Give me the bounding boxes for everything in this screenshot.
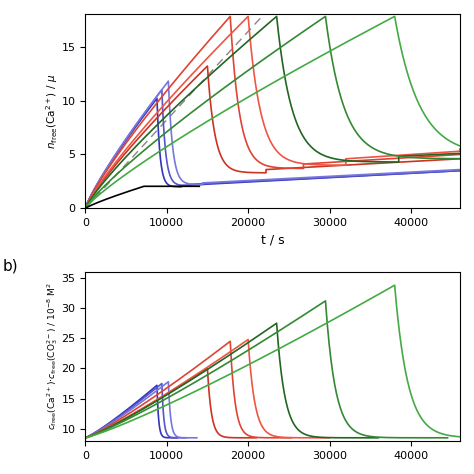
X-axis label: t / s: t / s [261, 234, 284, 246]
Text: b): b) [3, 258, 18, 273]
Y-axis label: $c_\mathrm{free}(\mathrm{Ca}^{2+}){\cdot}c_\mathrm{free}(\mathrm{CO}_3^{2-})$ / : $c_\mathrm{free}(\mathrm{Ca}^{2+}){\cdot… [45, 283, 60, 430]
Y-axis label: $n_\mathrm{free}(\mathrm{Ca}^{2+})$ / $\mu$: $n_\mathrm{free}(\mathrm{Ca}^{2+})$ / $\… [45, 73, 60, 149]
